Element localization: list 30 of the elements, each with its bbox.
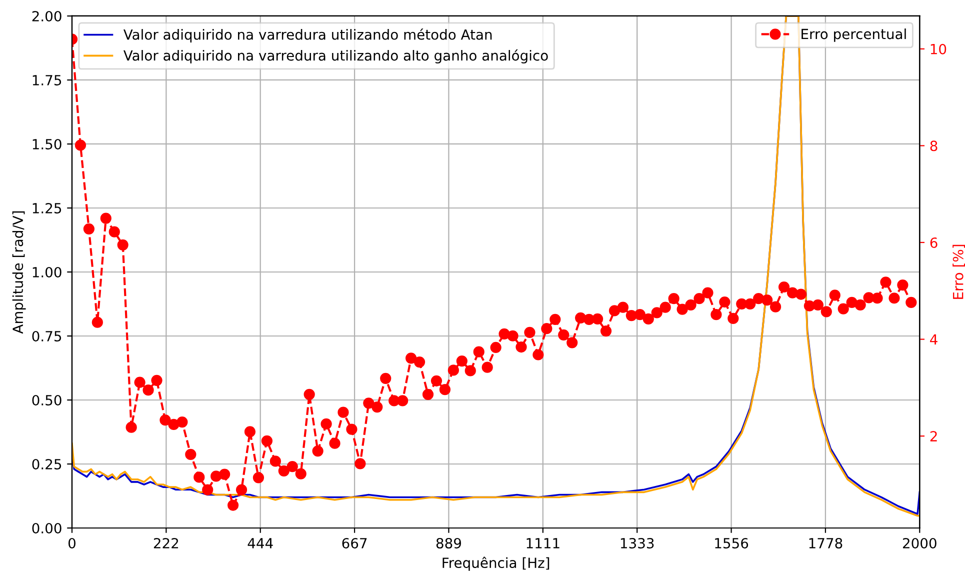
y2-tick-label: 6: [930, 237, 938, 248]
x-tick-label: 2000: [902, 538, 936, 548]
x-tick-label: 444: [248, 538, 273, 548]
y2-tick-label: 2: [930, 431, 937, 442]
y-axis-title: Amplitude [rad/V]: [12, 211, 26, 334]
y2-tick-label: 10: [930, 44, 946, 54]
x-tick-label: 1111: [526, 538, 560, 548]
y-tick-label: 1.75: [32, 75, 62, 86]
y-tick-label: 1.00: [32, 266, 62, 278]
legend-label: Valor adiquirido na varredura utilizando método Atan: [123, 28, 492, 42]
x-tick-label: 0: [68, 538, 76, 548]
y2-tick-label: 4: [930, 334, 938, 345]
x-tick-label: 1333: [620, 538, 654, 548]
y-tick-label: 2.00: [32, 10, 62, 22]
x-tick-label: 222: [154, 538, 178, 548]
y-tick-label: 0.75: [32, 330, 62, 342]
y-tick-label: 0.50: [32, 394, 62, 406]
x-tick-label: 1778: [809, 538, 842, 548]
x-tick-label: 667: [342, 538, 367, 548]
y-tick-label: 0.00: [32, 522, 62, 534]
x-tick-label: 1556: [715, 538, 748, 548]
y2-tick-label: 8: [930, 140, 938, 152]
y-tick-label: 1.50: [32, 138, 62, 150]
legend-label: Erro percentual: [802, 28, 906, 42]
y-tick-label: 1.25: [32, 202, 62, 214]
x-tick-label: 889: [436, 538, 462, 548]
x-axis-title: Frequência [Hz]: [442, 556, 550, 571]
y2-axis-title: Erro [%]: [952, 244, 965, 299]
legend-label: Valor adiquirido na varredura utilizando alto ganho analógico: [123, 49, 548, 64]
y-tick-label: 0.25: [32, 458, 62, 470]
